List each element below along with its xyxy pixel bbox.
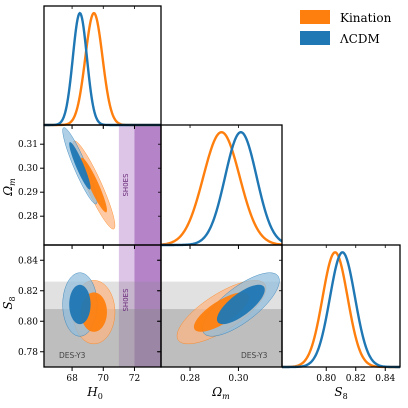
band-label-sh0es-mid: SH0ES <box>122 173 130 197</box>
xlabel-s8: S8 <box>334 385 347 401</box>
band-label-des-left: DES-Y3 <box>59 351 86 360</box>
sh0es-band-inner-row1 <box>118 125 135 245</box>
sh0es-band-outer-row1 <box>134 125 161 245</box>
panel-frame-r1-c1 <box>160 124 283 246</box>
marginal-H0-lcdm <box>44 11 161 127</box>
legend: Kination ΛCDM <box>300 10 392 46</box>
xtick-label-H0-70: 70 <box>98 374 110 384</box>
ytick-label-Om-0.29: 0.29 <box>18 188 38 198</box>
ytick-label-Om-0.30: 0.30 <box>18 164 38 174</box>
xtick-label-H0-68: 68 <box>66 374 78 384</box>
marginal-S8-lcdm <box>282 251 400 369</box>
ytick-label-Om-0.28: 0.28 <box>18 212 38 222</box>
marginal-Om-kination <box>160 130 283 246</box>
legend-swatch-kination <box>300 10 330 24</box>
contour-68-lcdm-H0-S8 <box>69 284 91 325</box>
band-label-sh0es-bottom: SH0ES <box>122 288 130 312</box>
xtick-label-S8-0.82: 0.82 <box>346 374 366 384</box>
legend-swatch-lcdm <box>300 31 330 45</box>
ytick-label-Om-0.31: 0.31 <box>18 140 38 150</box>
marginal-Om-lcdm <box>161 131 283 247</box>
legend-label-lcdm: ΛCDM <box>339 32 380 46</box>
band-label-des-mid: DES-Y3 <box>241 351 268 360</box>
xtick-label-Om-0.28: 0.28 <box>180 374 200 384</box>
contour-68-lcdm-H0-Om <box>69 142 91 190</box>
xtick-label-S8-0.80: 0.80 <box>316 374 336 384</box>
contour-68-lcdm-Om-S8 <box>216 284 265 325</box>
panel-frame-r2-c2 <box>281 244 401 368</box>
contour-68-kination-H0-Om <box>80 157 107 213</box>
ytick-label-S8-0.82: 0.82 <box>18 287 38 297</box>
xtick-label-Om-0.30: 0.30 <box>228 374 248 384</box>
marginal-S8-kination <box>281 251 400 369</box>
ylabel-s8: S8 <box>1 296 17 309</box>
marginal-H0-kination <box>44 11 161 127</box>
xlabel-om: Ωm <box>211 385 230 401</box>
ytick-label-S8-0.80: 0.80 <box>18 317 38 327</box>
ylabel-om: Ωm <box>1 178 17 197</box>
ytick-label-S8-0.84: 0.84 <box>18 256 38 266</box>
xtick-label-H0-72: 72 <box>129 374 140 384</box>
ytick-label-S8-0.78: 0.78 <box>18 348 38 358</box>
legend-label-kination: Kination <box>340 11 392 25</box>
xlabel-h0: H0 <box>86 385 103 401</box>
xtick-label-S8-0.84: 0.84 <box>375 374 395 384</box>
